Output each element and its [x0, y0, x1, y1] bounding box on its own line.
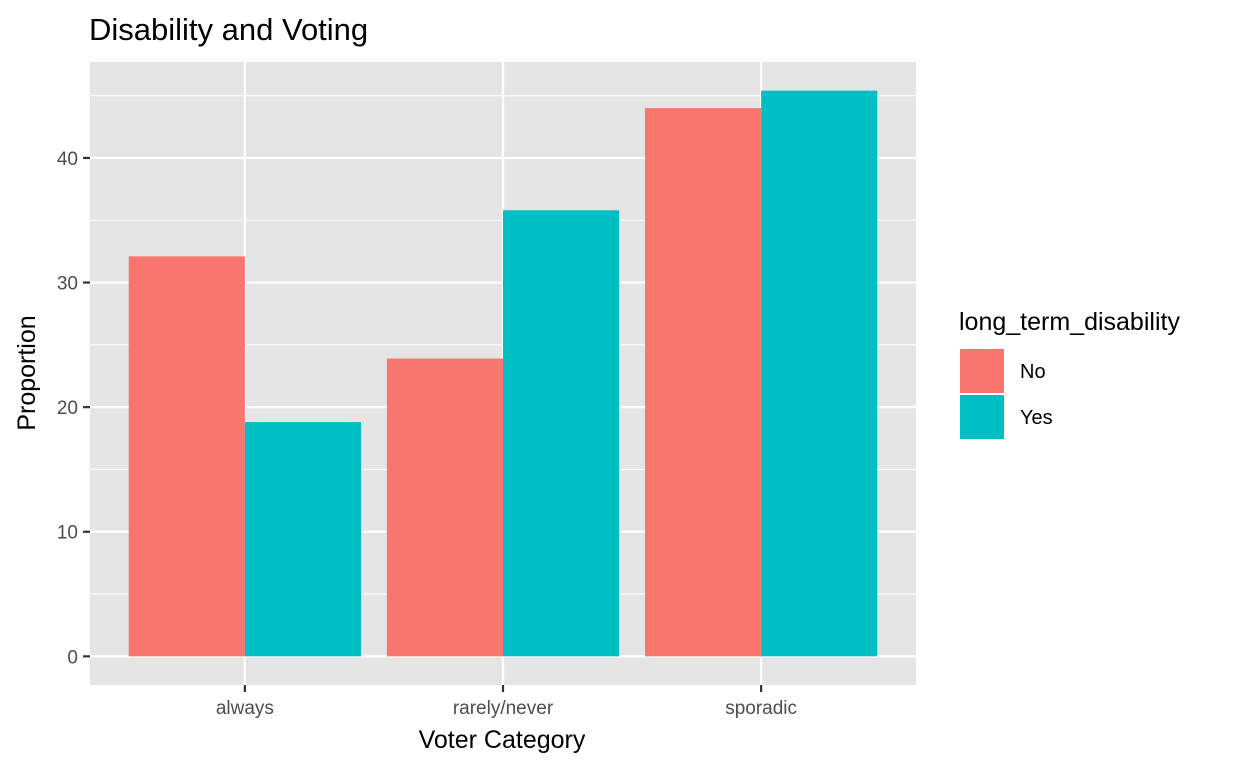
bar-no-sporadic: [644, 108, 762, 657]
y-tick-label: 40: [57, 149, 78, 170]
x-tick-label: always: [216, 698, 274, 719]
y-tick-label: 0: [67, 647, 78, 668]
bars: [128, 90, 878, 657]
y-tick-label: 10: [57, 523, 78, 544]
chart-title: Disability and Voting: [89, 12, 368, 47]
axes: 0 10 20 30 40 always rarely/never sporadic: [57, 149, 797, 719]
bar-no-always: [128, 256, 245, 657]
x-tick-label: sporadic: [725, 698, 797, 719]
legend-label-no: No: [1020, 361, 1046, 383]
legend-title: long_term_disability: [959, 308, 1180, 336]
legend: long_term_disability No Yes: [959, 308, 1180, 439]
y-axis-title: Proportion: [13, 315, 41, 430]
legend-key-no: [960, 349, 1004, 393]
y-tick-label: 20: [57, 398, 78, 419]
bar-no-rarely-never: [386, 358, 503, 657]
legend-label-yes: Yes: [1020, 407, 1053, 429]
bar-yes-always: [244, 422, 362, 657]
x-tick-label: rarely/never: [453, 698, 554, 719]
y-tick-label: 30: [57, 274, 78, 295]
bar-yes-sporadic: [761, 90, 878, 657]
bar-yes-rarely-never: [503, 210, 620, 657]
legend-key-yes: [960, 395, 1004, 439]
x-axis-title: Voter Category: [419, 726, 586, 754]
